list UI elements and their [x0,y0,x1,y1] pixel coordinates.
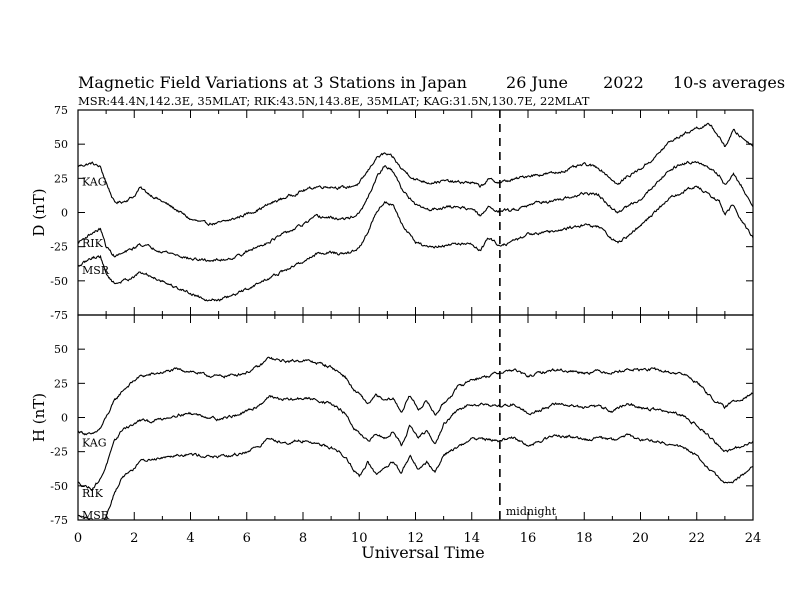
top-y-tick-label: 25 [54,172,68,185]
series-label-rik-top: RIK [82,237,104,250]
series-label-kag-bottom: KAG [82,436,107,449]
bottom-y-tick-label: -75 [50,514,68,527]
stations-line: MSR:44.4N,142.3E, 35MLAT; RIK:43.5N,143.… [78,94,590,108]
x-axis-label: Universal Time [361,543,484,562]
bottom-panel-frame [77,314,754,521]
midnight-annotation: midnight [506,505,557,518]
chart-year: 2022 [603,73,644,92]
chart-date: 26 June [506,73,568,92]
x-tick-label: 20 [632,531,649,546]
top-y-tick-label: 50 [54,138,68,151]
x-tick-label: 6 [243,531,251,546]
x-tick-label: 12 [407,531,424,546]
x-tick-label: 24 [745,531,762,546]
series-label-kag-top: KAG [82,175,107,188]
x-tick-label: 22 [688,531,705,546]
x-tick-label: 2 [130,531,138,546]
series-line-rik-bottom [78,394,753,492]
x-tick-label: 10 [351,531,368,546]
panel-d: -75 -50 -25 0 25 50 75 D (nT) KAG RIK MSR [30,104,754,322]
bottom-y-tick-label: 0 [61,412,68,425]
top-y-tick-label: -50 [50,275,68,288]
bottom-y-tick-label: 25 [54,377,68,390]
top-y-tick-label: -75 [50,309,68,322]
series-line-rik-top [78,160,753,263]
series-line-kag-bottom [78,356,753,436]
chart-averaging: 10-s averages [672,73,786,92]
top-y-tick-label: 75 [54,104,68,117]
series-line-msr-top [78,185,753,302]
top-y-axis-label: D (nT) [30,188,48,236]
x-tick-label: 16 [520,531,537,546]
x-tick-label: 18 [576,531,593,546]
series-label-msr-bottom: MSR [82,509,110,522]
x-tick-label: 8 [299,531,307,546]
x-tick-label: 14 [463,531,480,546]
bottom-y-axis-label: H (nT) [30,393,48,442]
top-y-tick-label: 0 [61,207,68,220]
series-label-msr-top: MSR [82,264,110,277]
x-tick-label: 0 [74,531,82,546]
chart-title-line: Magnetic Field Variations at 3 Stations … [78,73,785,92]
x-tick-label: 4 [186,531,194,546]
series-label-rik-bottom: RIK [82,487,104,500]
top-panel-frame [77,109,754,316]
series-line-kag-top [78,122,753,227]
top-y-tick-label: -25 [50,241,68,254]
chart-title: Magnetic Field Variations at 3 Stations … [78,73,467,92]
bottom-y-tick-label: 50 [54,343,68,356]
bottom-y-tick-label: -25 [50,446,68,459]
bottom-y-tick-label: -50 [50,480,68,493]
series-line-msr-bottom [78,433,753,520]
